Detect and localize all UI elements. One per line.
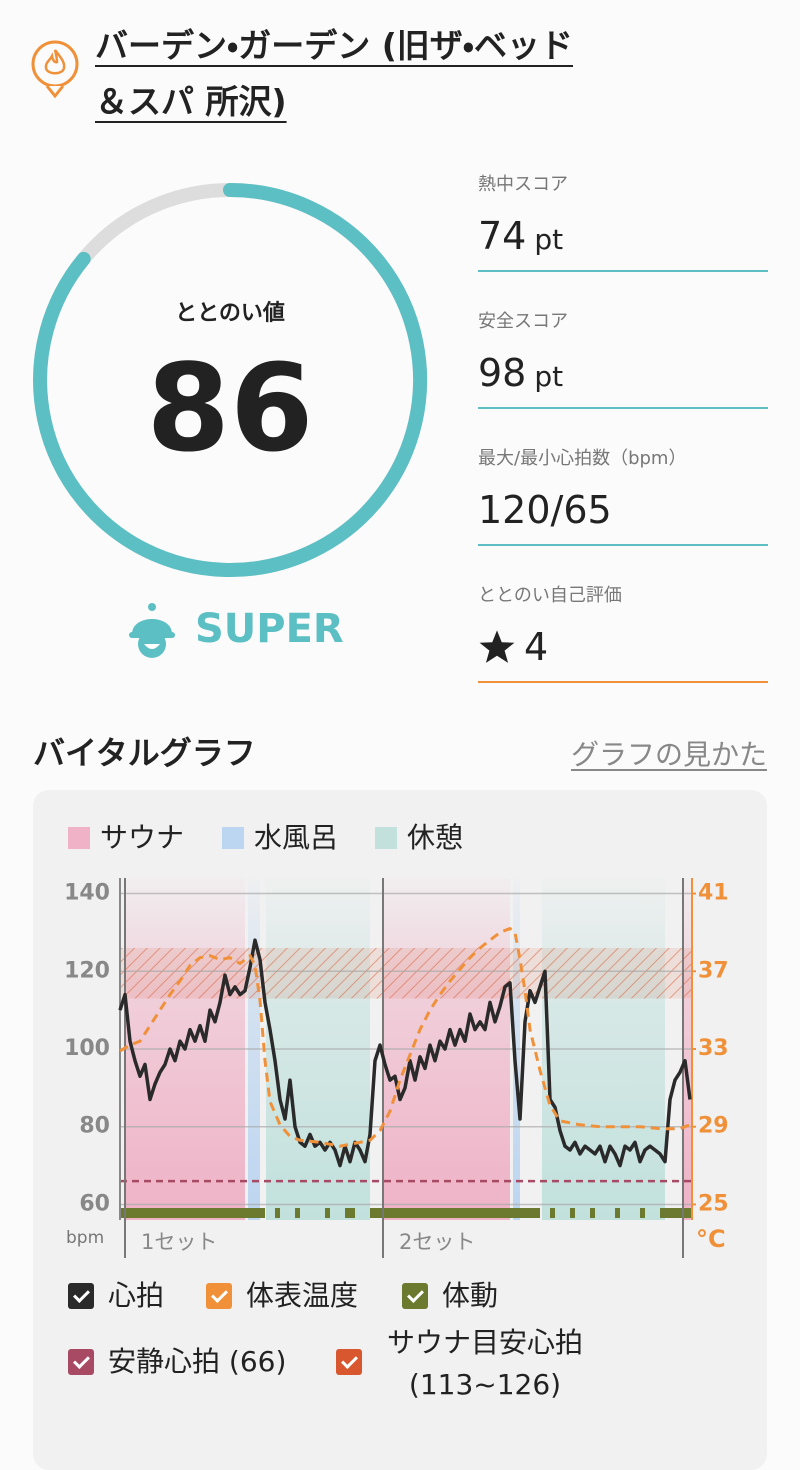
y2-tick-label: 25 [698,1191,729,1216]
motion-mark [370,1208,540,1218]
y-tick-label: 100 [64,1036,110,1061]
stat-value-row: 120/65 [478,486,612,534]
rank: SUPER [195,606,344,652]
score-ring [33,183,428,577]
series-line [119,927,691,1148]
divider [478,407,768,409]
zone-legend-item: 休憩 [375,821,463,855]
screen: {"header": {"title": "バーデン・ガーデン (旧ザ・ベッド＆… [0,0,800,1427]
legend-checkbox[interactable] [336,1349,362,1375]
motion-mark [295,1208,300,1218]
target-band [120,947,692,999]
legend-label: 体動 [442,1279,499,1312]
motion-mark [615,1208,620,1218]
stat-value: 74 [478,214,527,258]
divider [478,681,768,683]
stat-value: 4 [524,625,549,669]
venue-icon [31,40,79,99]
y2-tick-label: 33 [698,1036,729,1061]
stat-unit: pt [534,223,564,256]
legend-checkbox[interactable] [206,1283,232,1309]
vital-chart: 60 80 100 120 140 25 29 33 37 41 bpm °C 1セット 2セット [64,878,729,1258]
zone-legend-item: サウナ [68,821,184,855]
stat-value-row: 98 pt [478,349,563,401]
stat-value-row: 4 [478,623,548,671]
score-label: ととのい値 [175,301,285,326]
y-tick-label: 60 [79,1191,110,1216]
legend-label: 安静心拍 (66) [108,1345,287,1378]
star-icon [479,630,515,663]
stat-label: ととのい自己評価 [478,585,622,606]
motion-mark [570,1208,575,1218]
y-tick-label: 80 [79,1114,110,1139]
legend-swatch [375,827,397,849]
help-link[interactable]: グラフの見かた [570,738,767,771]
motion-mark [590,1208,595,1218]
legend-label: 休憩 [407,821,464,854]
stat-value: 120/65 [478,488,612,532]
stat-value-row: 74 pt [478,212,563,264]
motion-mark [275,1208,280,1218]
zone-legend-item: 水風呂 [222,821,338,855]
set-label: 2セット [399,1230,475,1254]
stat-value: 98 [478,351,527,395]
legend-label: 心拍 [108,1279,165,1312]
motion-mark [660,1208,692,1218]
y-axis-label: bpm [66,1228,104,1248]
y2-axis-label: °C [696,1225,726,1253]
legend-swatch [68,827,90,849]
legend-checkbox[interactable] [68,1349,94,1375]
rank-icon [129,603,175,658]
legend-label: サウナ目安心拍 (113~126) [386,1326,583,1401]
section-title: バイタルグラフ [33,734,256,772]
legend-checkbox[interactable] [68,1283,94,1309]
set-label: 1セット [141,1230,217,1254]
stat-label: 安全スコア [478,311,568,332]
series-line [118,938,692,1168]
legend-label: 体表温度 [246,1279,359,1312]
legend-label: サウナ [100,821,185,854]
motion-mark [120,1208,265,1218]
venue-title[interactable]: バーデン・ガーデン (旧ザ・ベッド＆スパ 所沢) [95,26,574,121]
motion-mark [550,1208,555,1218]
stat-unit: pt [534,360,564,393]
y2-tick-label: 37 [698,958,729,983]
stat-label: 熱中スコア [478,174,568,195]
y2-tick-label: 41 [698,881,729,906]
motion-mark [640,1208,645,1218]
stat-label: 最大/最小心拍数（bpm） [478,448,687,469]
legend-label: 水風呂 [254,821,339,854]
y-tick-label: 120 [64,958,110,983]
score-value: 86 [146,340,314,479]
page: html, body { margin: 0; padding: 0; } bo… [0,0,800,1427]
y2-tick-label: 29 [698,1114,729,1139]
motion-mark [345,1208,355,1218]
y-tick-label: 140 [64,881,110,906]
legend-swatch [222,827,244,849]
divider [478,544,768,546]
motion-mark [325,1208,330,1218]
divider [478,270,768,272]
legend-checkbox[interactable] [402,1283,428,1309]
